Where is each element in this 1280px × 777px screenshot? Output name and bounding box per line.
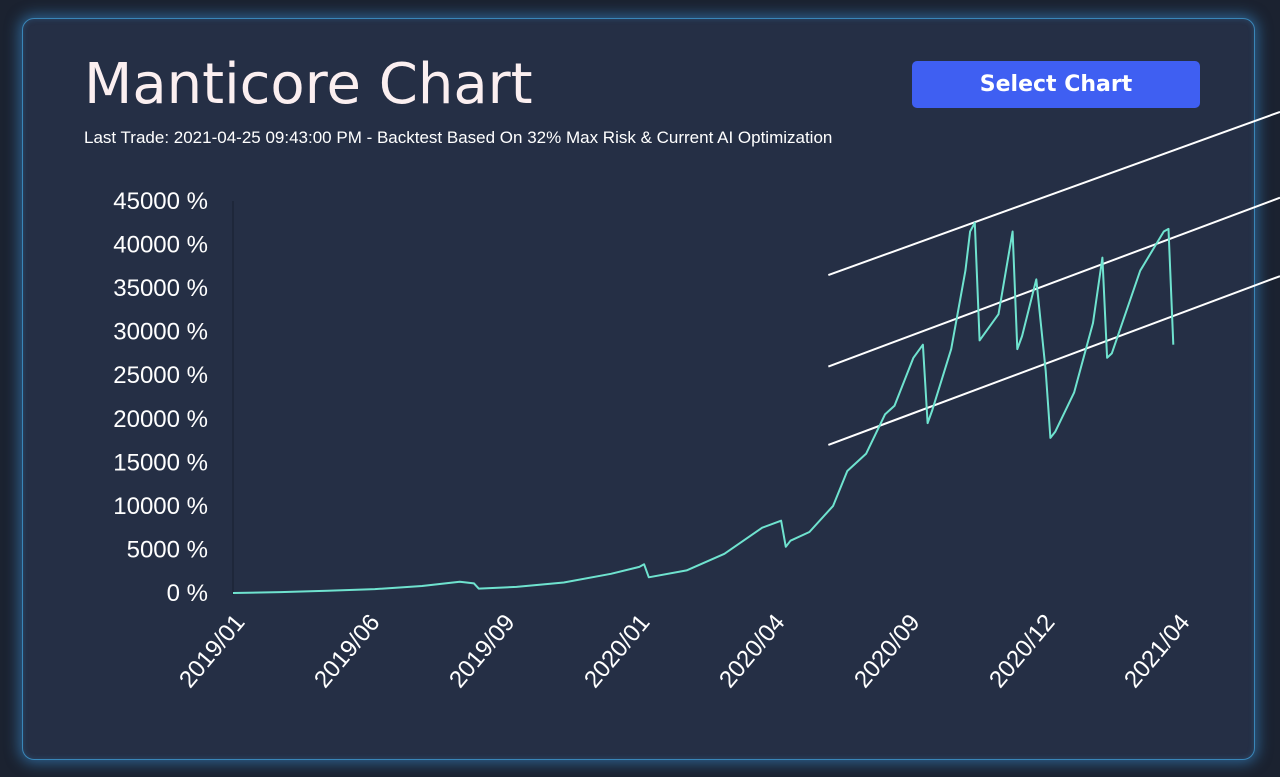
y-tick-label: 25000 % xyxy=(113,362,208,389)
x-axis-ticks: 2019/01 2019/06 2019/09 2020/01 2020/04 2020/… xyxy=(174,609,1195,693)
y-tick-label: 0 % xyxy=(167,580,208,607)
y-tick-label: 40000 % xyxy=(113,232,208,259)
last-trade-subtitle: Last Trade: 2021-04-25 09:43:00 PM - Bac… xyxy=(84,128,833,147)
x-tick-label: 2019/06 xyxy=(309,609,385,693)
x-tick-label: 2020/04 xyxy=(714,609,790,693)
x-tick-label: 2020/09 xyxy=(849,609,925,693)
x-tick-label: 2019/01 xyxy=(174,609,250,693)
series-layer xyxy=(232,221,1175,594)
y-tick-label: 30000 % xyxy=(113,319,208,346)
x-tick-label: 2020/01 xyxy=(579,609,655,693)
x-tick-label: 2021/04 xyxy=(1119,609,1195,693)
x-tick-label: 2020/12 xyxy=(984,609,1060,693)
y-tick-label: 15000 % xyxy=(113,449,208,476)
trend-channel xyxy=(827,110,1280,446)
y-tick-label: 45000 % xyxy=(113,188,208,215)
channel-line-2 xyxy=(827,196,1280,368)
y-tick-label: 10000 % xyxy=(113,493,208,520)
y-tick-label: 20000 % xyxy=(113,406,208,433)
y-axis-ticks: 0 % 5000 % 10000 % 15000 % 20000 % 25000 % 300… xyxy=(113,188,208,607)
chart-panel xyxy=(22,18,1255,760)
channel-line-1 xyxy=(828,110,1280,276)
page-title: Manticore Chart xyxy=(84,52,533,117)
channel-line-3 xyxy=(827,275,1280,446)
select-chart-button[interactable]: Select Chart xyxy=(912,61,1200,108)
series-line-1 xyxy=(232,221,1175,594)
y-tick-label: 35000 % xyxy=(113,275,208,302)
y-tick-label: 5000 % xyxy=(127,536,208,563)
x-tick-label: 2019/09 xyxy=(444,609,520,693)
